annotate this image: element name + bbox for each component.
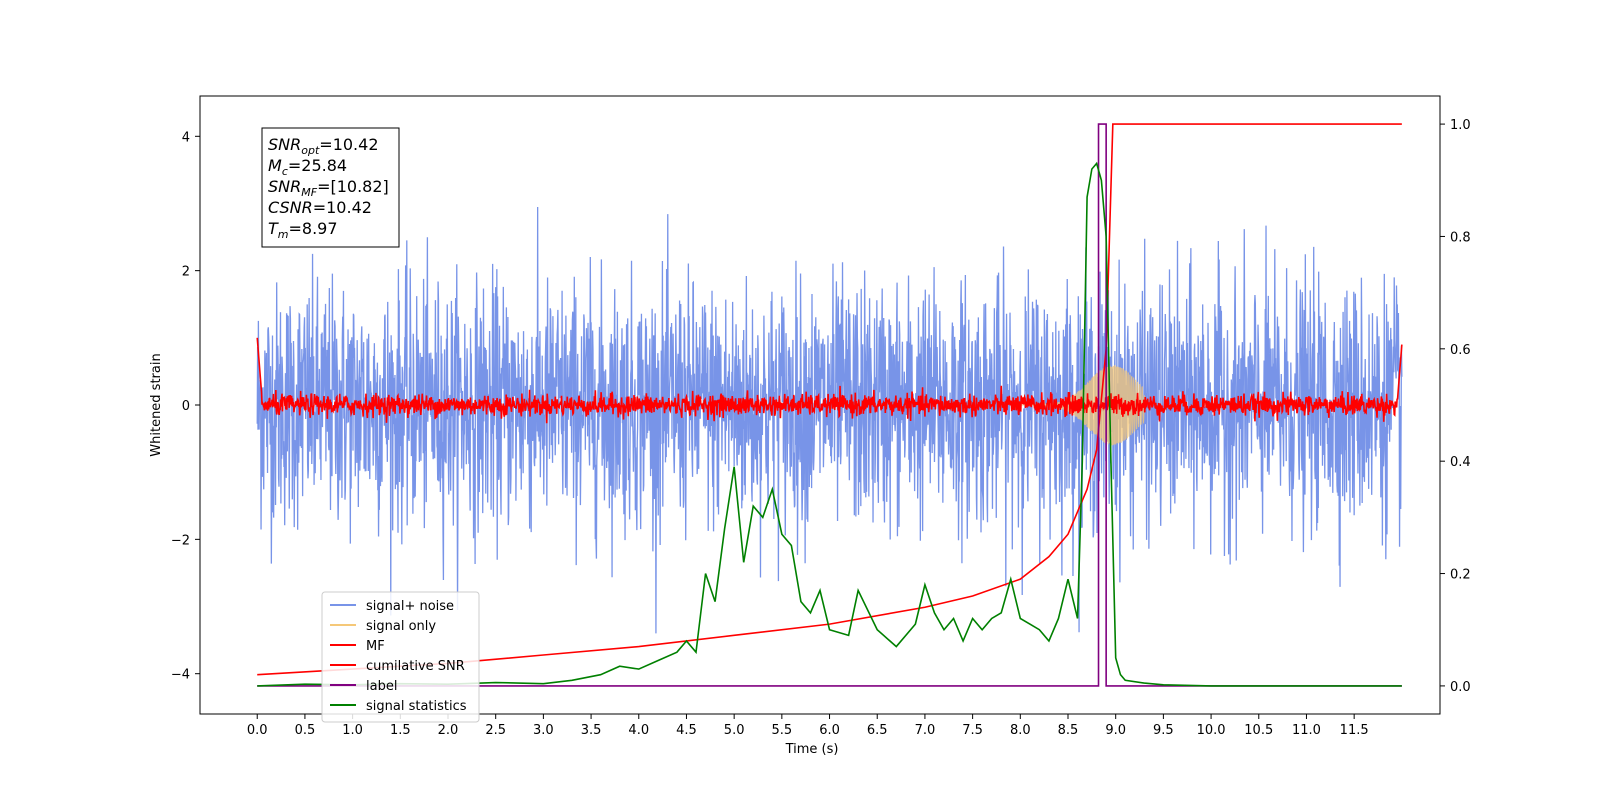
y2-tick-label: 0.6	[1450, 343, 1471, 358]
x-tick-label: 11.0	[1292, 723, 1321, 738]
x-tick-label: 0.0	[247, 723, 268, 738]
x-tick-label: 1.0	[342, 723, 363, 738]
plot-area	[256, 123, 1403, 687]
info-subscript: opt	[301, 144, 320, 157]
series-label-line	[257, 123, 1402, 687]
legend-entry: label	[366, 679, 397, 694]
info-box-frame	[261, 127, 400, 248]
x-tick-label: 1.5	[390, 723, 411, 738]
x-tick-label: 2.5	[485, 723, 506, 738]
info-value: =[10.82]	[317, 177, 389, 196]
x-tick-label: 4.0	[628, 723, 649, 738]
x-tick-label: 10.5	[1244, 723, 1273, 738]
info-box: SNRopt=10.42Mc=25.84SNRMF=[10.82]CSNR=10…	[261, 127, 400, 248]
x-tick-label: 7.5	[962, 723, 983, 738]
series-mf-line	[256, 337, 1403, 424]
y2-tick-label: 0.0	[1450, 680, 1471, 695]
legend-entry: signal only	[366, 619, 436, 634]
info-value: =25.84	[288, 156, 347, 175]
legend-frame	[321, 591, 480, 723]
y-tick-label: 2	[182, 265, 190, 280]
x-tick-label: 4.5	[676, 723, 697, 738]
info-line: CSNR=10.42	[268, 198, 372, 217]
info-symbol: M	[268, 156, 282, 175]
info-subscript: c	[282, 165, 288, 178]
y2-tick-label: 0.8	[1450, 230, 1471, 245]
info-line: SNRopt=10.42	[268, 135, 379, 157]
info-value: =10.42	[319, 135, 378, 154]
info-value: =8.97	[289, 219, 338, 238]
legend: signal+ noise signal only MF cumilative SNR…	[321, 591, 480, 723]
x-tick-label: 8.0	[1010, 723, 1031, 738]
x-tick-label: 7.0	[915, 723, 936, 738]
y2-tick-label: 0.2	[1450, 568, 1471, 583]
legend-entry: MF	[366, 639, 385, 654]
y-tick-label: 0	[182, 399, 190, 414]
y-axis-label: Whitened strain	[149, 353, 164, 456]
x-tick-label: 9.5	[1153, 723, 1174, 738]
y2-tick-label: 1.0	[1450, 118, 1471, 133]
info-line: SNRMF=[10.82]	[268, 177, 389, 199]
x-tick-label: 8.5	[1058, 723, 1079, 738]
series-signal-statistics-line	[257, 161, 1402, 687]
x-axis-label: Time (s)	[785, 742, 839, 757]
y-tick-label: −4	[171, 668, 190, 683]
info-subscript: m	[278, 228, 289, 241]
info-symbol: SNR	[268, 177, 301, 196]
x-tick-label: 3.5	[581, 723, 602, 738]
info-value: =10.42	[313, 198, 372, 217]
x-tick-label: 11.5	[1340, 723, 1369, 738]
info-symbol: T	[268, 219, 279, 238]
info-line: Mc=25.84	[268, 156, 347, 178]
info-line: Tm=8.97	[268, 219, 338, 241]
x-tick-label: 5.5	[772, 723, 793, 738]
x-tick-label: 3.0	[533, 723, 554, 738]
info-subscript: MF	[301, 186, 317, 199]
y-tick-label: 4	[182, 130, 190, 145]
x-tick-label: 9.0	[1105, 723, 1126, 738]
x-tick-label: 5.0	[724, 723, 745, 738]
x-tick-label: 0.5	[295, 723, 316, 738]
legend-entry: signal+ noise	[366, 599, 454, 614]
x-tick-label: 6.5	[867, 723, 888, 738]
x-tick-label: 10.0	[1197, 723, 1226, 738]
info-symbol: CSNR	[268, 198, 313, 217]
info-symbol: SNR	[268, 135, 301, 154]
legend-entry: cumilative SNR	[366, 659, 465, 674]
legend-entry: signal statistics	[366, 699, 467, 714]
x-tick-label: 6.0	[819, 723, 840, 738]
y-tick-label: −2	[171, 533, 190, 548]
x-tick-label: 2.0	[438, 723, 459, 738]
y2-tick-label: 0.4	[1450, 455, 1471, 470]
